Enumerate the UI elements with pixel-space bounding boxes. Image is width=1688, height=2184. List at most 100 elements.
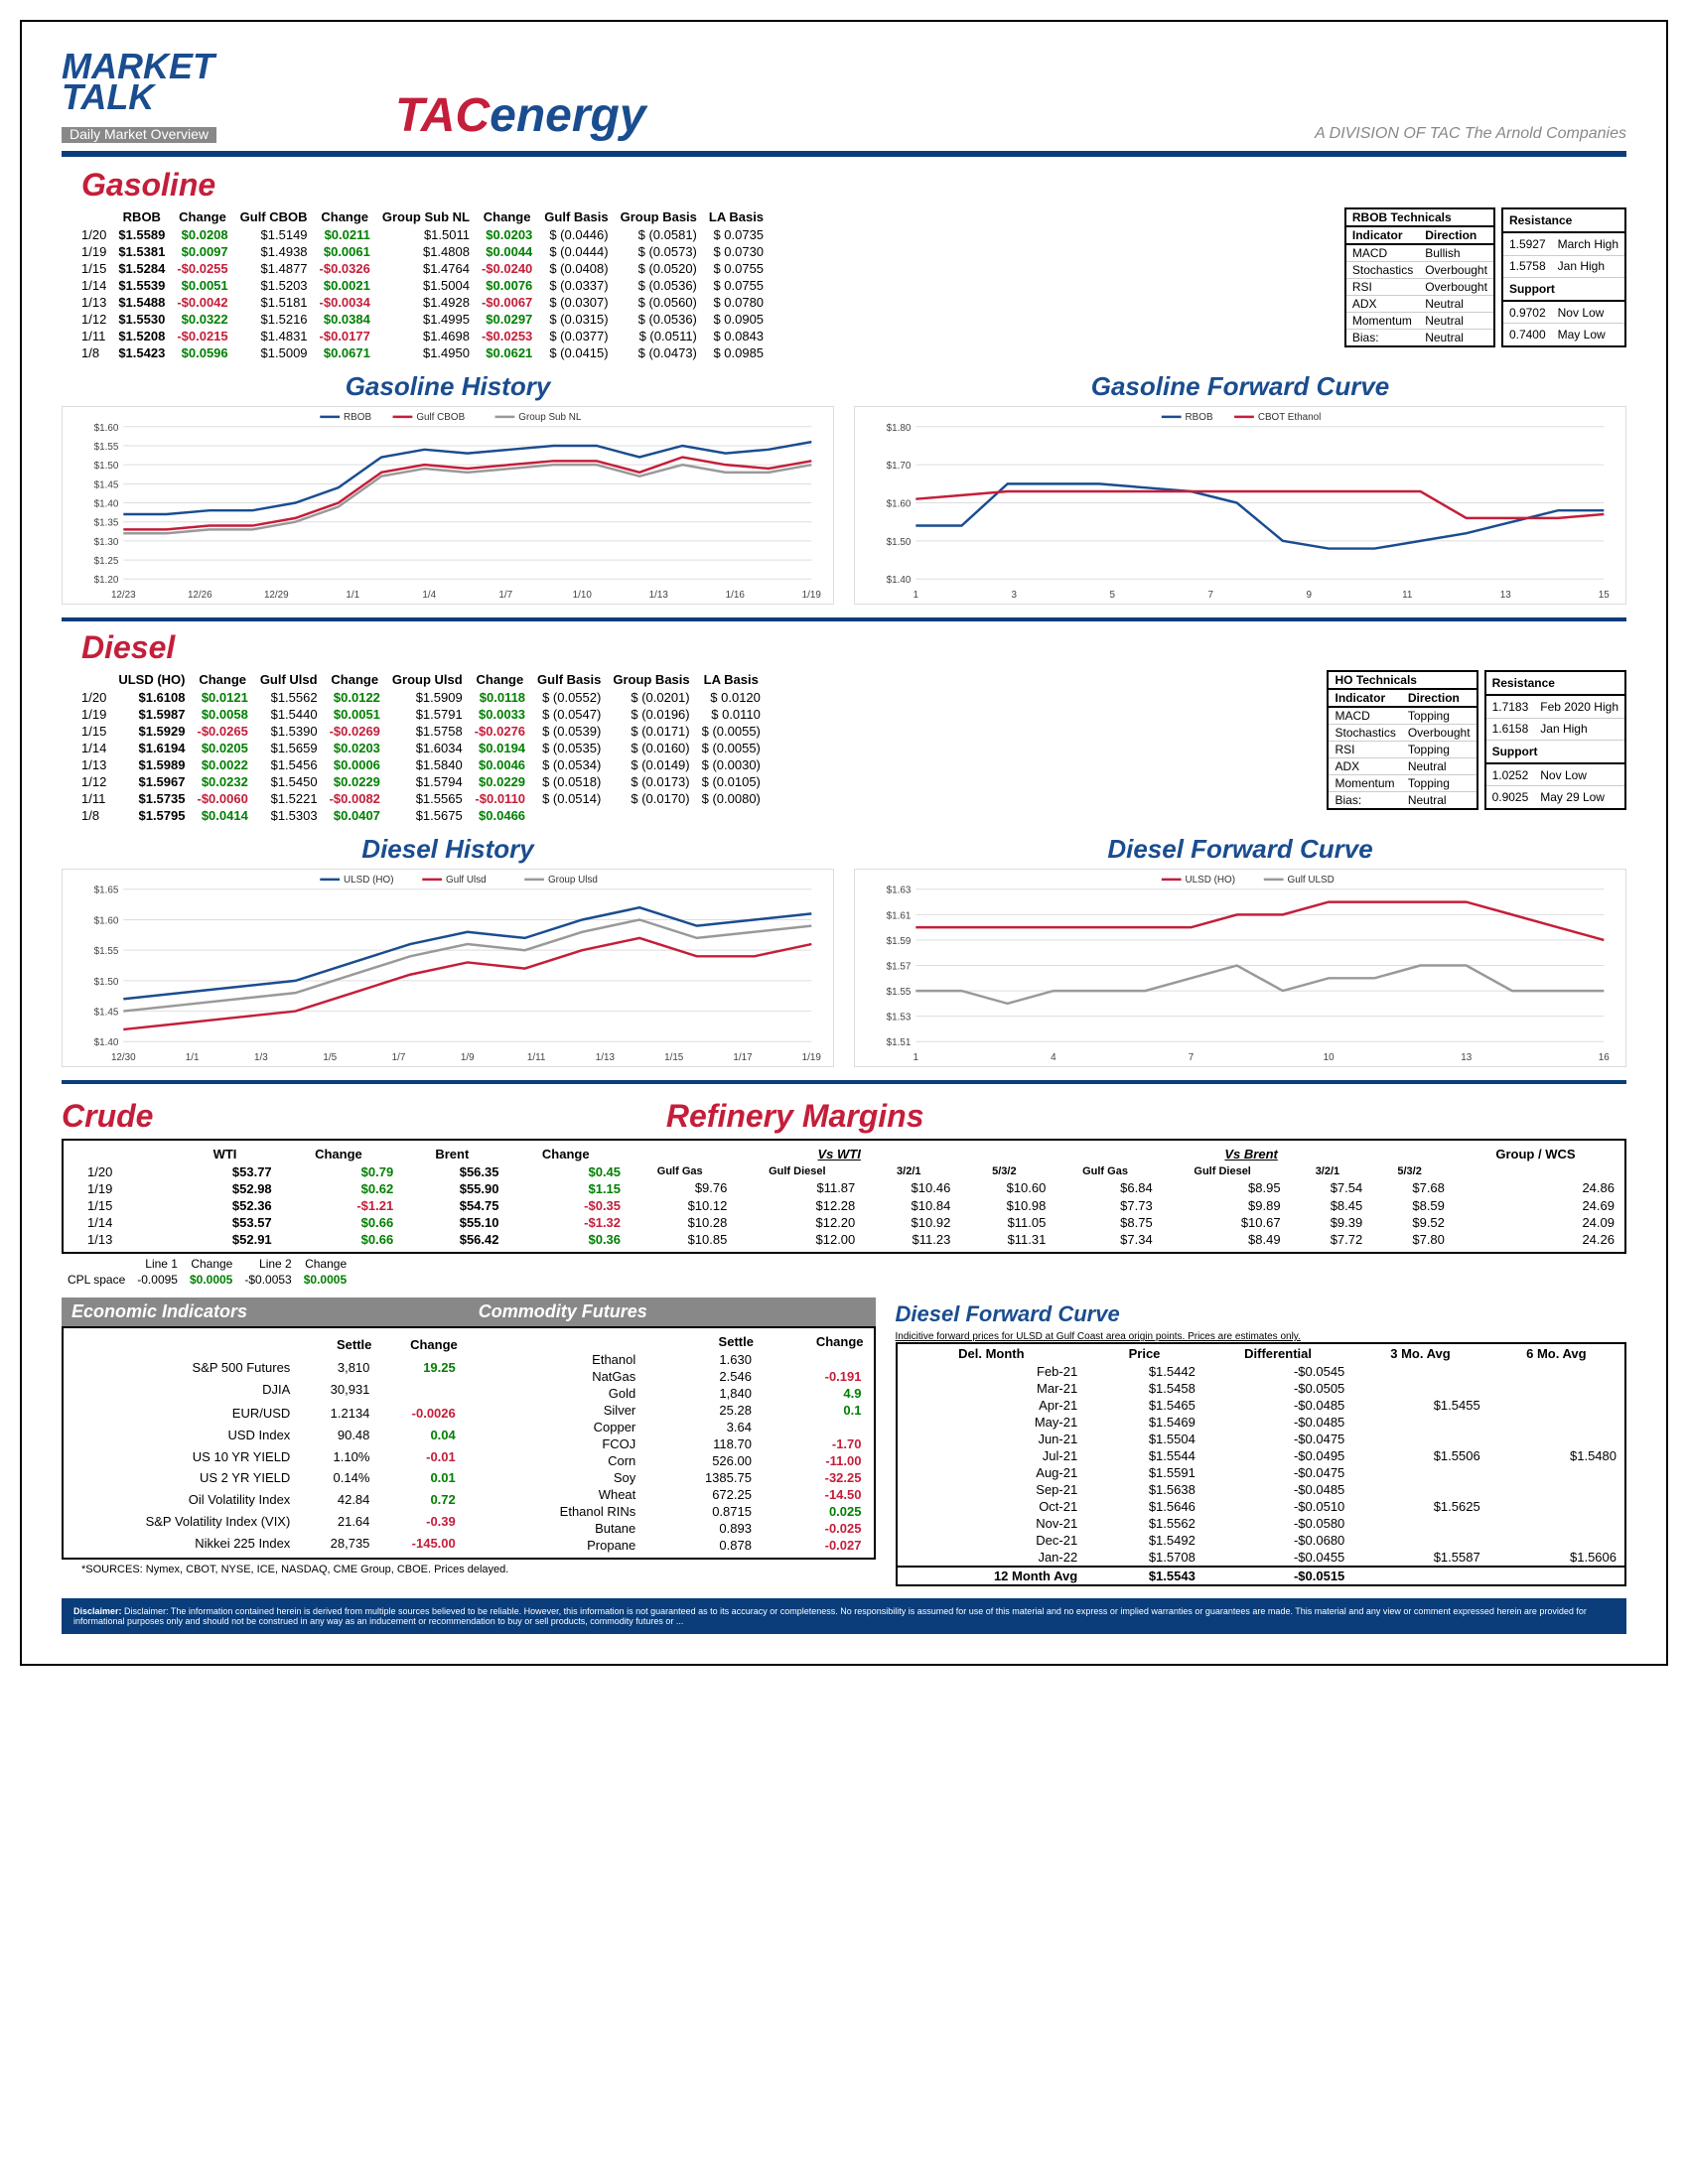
svg-text:1/11: 1/11 [527,1052,546,1063]
svg-text:3: 3 [1012,590,1018,601]
diesel-fc-sub: Indicitive forward prices for ULSD at Gu… [896,1331,1626,1342]
diesel-title: Diesel [81,629,1626,666]
gasoline-title: Gasoline [81,167,1626,204]
svg-text:$1.40: $1.40 [887,575,912,586]
svg-text:$1.61: $1.61 [887,910,912,921]
svg-text:$1.40: $1.40 [94,1037,119,1048]
diesel-technicals: HO TechnicalsIndicatorDirectionMACDToppi… [1327,670,1477,810]
svg-text:$1.53: $1.53 [887,1013,912,1024]
svg-text:$1.57: $1.57 [887,962,912,973]
svg-text:$1.25: $1.25 [94,556,119,567]
svg-text:5: 5 [1110,590,1116,601]
svg-text:7: 7 [1189,1052,1195,1063]
svg-text:$1.30: $1.30 [94,537,119,548]
svg-text:10: 10 [1324,1052,1335,1063]
refinery-title: Refinery Margins [666,1098,1626,1135]
diesel-fc-title: Diesel Forward Curve [896,1301,1626,1327]
subtitle: Daily Market Overview [62,127,216,143]
svg-text:$1.40: $1.40 [94,499,119,510]
svg-text:Group Sub NL: Group Sub NL [518,412,582,423]
svg-text:13: 13 [1461,1052,1472,1063]
gasoline-forward-title: Gasoline Forward Curve [854,371,1626,402]
svg-text:$1.55: $1.55 [94,946,119,957]
commodity-futures-table: SettleChangeEthanol1.630NatGas2.546-0.19… [474,1332,870,1554]
svg-text:1/17: 1/17 [733,1052,752,1063]
econ-header: Economic Indicators [62,1297,469,1326]
svg-text:$1.59: $1.59 [887,936,912,947]
svg-text:ULSD (HO): ULSD (HO) [344,875,393,886]
svg-text:1/1: 1/1 [186,1052,200,1063]
svg-text:12/26: 12/26 [188,590,212,601]
svg-text:$1.35: $1.35 [94,518,119,529]
svg-text:CBOT Ethanol: CBOT Ethanol [1258,412,1322,423]
diesel-forward-title: Diesel Forward Curve [854,834,1626,865]
svg-text:Gulf Ulsd: Gulf Ulsd [446,875,487,886]
diesel-history-chart: $1.40$1.45$1.50$1.55$1.60$1.6512/301/11/… [62,869,834,1067]
svg-text:12/29: 12/29 [264,590,289,601]
gasoline-technicals: RBOB TechnicalsIndicatorDirectionMACDBul… [1344,207,1495,347]
svg-text:1/13: 1/13 [649,590,669,601]
svg-text:$1.55: $1.55 [94,442,119,453]
gasoline-table: RBOBChangeGulf CBOBChangeGroup Sub NLCha… [62,207,770,361]
svg-text:1: 1 [914,590,919,601]
svg-text:1/19: 1/19 [802,590,822,601]
svg-text:1/10: 1/10 [573,590,593,601]
sources-footnote: *SOURCES: Nymex, CBOT, NYSE, ICE, NASDAQ… [81,1564,876,1575]
refinery-table: Vs WTIVs BrentGroup / WCSGulf GasGulf Di… [627,1145,1620,1248]
svg-text:$1.63: $1.63 [887,886,912,896]
gasoline-resistance-support: Resistance1.5927March High1.5758Jan High… [1501,207,1626,347]
svg-text:1: 1 [914,1052,919,1063]
svg-text:Gulf CBOB: Gulf CBOB [416,412,465,423]
svg-text:$1.60: $1.60 [94,916,119,927]
svg-text:$1.50: $1.50 [94,461,119,472]
svg-text:RBOB: RBOB [344,412,371,423]
svg-text:12/23: 12/23 [111,590,136,601]
svg-text:$1.45: $1.45 [94,479,119,490]
cpl-table: Line 1ChangeLine 2ChangeCPL space-0.0095… [62,1256,352,1288]
header-rule [62,151,1626,157]
svg-text:9: 9 [1307,590,1313,601]
svg-text:1/13: 1/13 [596,1052,616,1063]
svg-text:$1.70: $1.70 [887,461,912,472]
diesel-history-title: Diesel History [62,834,834,865]
svg-text:1/19: 1/19 [802,1052,822,1063]
svg-text:Gulf ULSD: Gulf ULSD [1288,875,1335,886]
svg-text:1/7: 1/7 [392,1052,406,1063]
svg-text:$1.20: $1.20 [94,575,119,586]
svg-text:1/7: 1/7 [498,590,512,601]
svg-text:Group Ulsd: Group Ulsd [548,875,598,886]
svg-text:11: 11 [1402,590,1413,601]
svg-text:4: 4 [1051,1052,1056,1063]
svg-text:7: 7 [1208,590,1213,601]
svg-text:12/30: 12/30 [111,1052,136,1063]
svg-text:RBOB: RBOB [1186,412,1213,423]
svg-text:$1.60: $1.60 [887,499,912,510]
svg-text:1/3: 1/3 [254,1052,268,1063]
svg-text:1/15: 1/15 [664,1052,684,1063]
diesel-table: ULSD (HO)ChangeGulf UlsdChangeGroup Ulsd… [62,670,767,824]
econ-indicators-table: SettleChangeS&P 500 Futures3,81019.25DJI… [68,1332,464,1554]
diesel-resistance-support: Resistance1.7183Feb 2020 High1.6158Jan H… [1484,670,1626,810]
disclaimer: Disclaimer: Disclaimer: The information … [62,1598,1626,1634]
crude-title: Crude [62,1098,656,1135]
gasoline-history-title: Gasoline History [62,371,834,402]
svg-text:$1.65: $1.65 [94,886,119,896]
svg-text:$1.45: $1.45 [94,1008,119,1019]
commodity-header: Commodity Futures [469,1297,876,1326]
svg-text:$1.55: $1.55 [887,987,912,998]
svg-text:$1.50: $1.50 [887,537,912,548]
svg-text:1/9: 1/9 [461,1052,475,1063]
svg-text:1/4: 1/4 [422,590,436,601]
svg-text:$1.60: $1.60 [94,423,119,434]
diesel-forward-curve-table: Del. MonthPriceDifferential3 Mo. Avg6 Mo… [896,1342,1626,1586]
svg-text:ULSD (HO): ULSD (HO) [1186,875,1235,886]
svg-text:1/16: 1/16 [726,590,746,601]
market-talk-logo: MARKETTALK Daily Market Overview [62,52,216,143]
crude-table: WTIChangeBrentChange1/20$53.77$0.79$56.3… [68,1145,627,1248]
diesel-forward-chart: $1.51 $1.53 $1.55 $1.57 $1.59 $1.61 $1.63 1 4 7 10… [854,869,1626,1067]
talk-text: TALK [62,76,154,117]
svg-text:$1.51: $1.51 [887,1037,912,1048]
svg-text:1/1: 1/1 [346,590,359,601]
gasoline-forward-chart: $1.40$1.50$1.60$1.70$1.8013579111315RBOB… [854,406,1626,605]
header: MARKETTALK Daily Market Overview TACener… [62,52,1626,143]
